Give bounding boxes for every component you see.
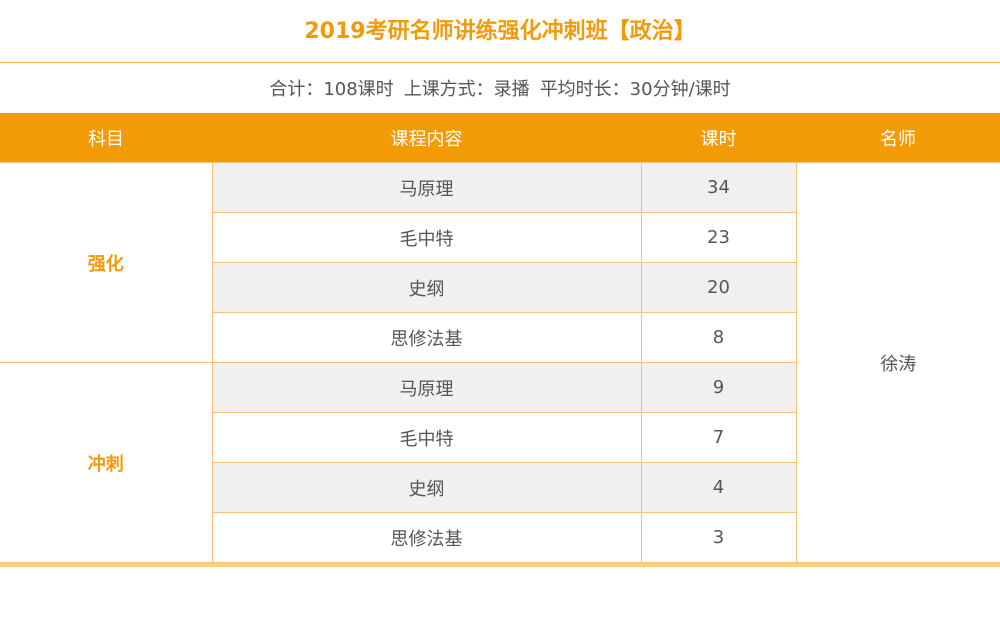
total-hours: 合计：108课时 <box>269 79 394 100</box>
course-cell: 马原理 <box>211 162 642 213</box>
class-mode: 上课方式：录播 <box>403 79 530 100</box>
table-row: 思修法基 8 <box>0 312 1000 363</box>
hours-cell: 20 <box>640 262 797 313</box>
average-duration: 平均时长：30分钟/课时 <box>539 79 731 100</box>
table-row: 冲刺 马原理 9 <box>0 362 1000 563</box>
course-cell: 史纲 <box>211 462 642 513</box>
hours-cell: 7 <box>640 412 797 463</box>
bottom-divider <box>0 563 1000 567</box>
schedule-table: 科目 课程内容 课时 名师 强化 马原理 34 徐涛 毛中特 23 史纲 20 <box>0 113 1000 563</box>
course-cell: 毛中特 <box>211 412 642 463</box>
course-cell: 思修法基 <box>211 312 642 363</box>
hours-cell: 4 <box>640 462 797 513</box>
table-row: 强化 马原理 34 徐涛 <box>0 162 1000 563</box>
hours-cell: 23 <box>640 212 797 263</box>
subject-cell-chongci: 冲刺 <box>0 362 213 563</box>
course-cell: 思修法基 <box>211 512 642 563</box>
hours-cell: 9 <box>640 362 797 413</box>
header-hours: 课时 <box>641 113 796 163</box>
table-row: 毛中特 23 <box>0 212 1000 263</box>
page-title: 2019考研名师讲练强化冲刺班【政治】 <box>0 0 1000 63</box>
course-cell: 马原理 <box>211 362 642 413</box>
course-summary: 合计：108课时 上课方式：录播 平均时长：30分钟/课时 <box>0 63 1000 113</box>
course-cell: 毛中特 <box>211 212 642 263</box>
teacher-cell: 徐涛 <box>795 162 1000 563</box>
table-row: 毛中特 7 <box>0 412 1000 463</box>
table-header-row: 科目 课程内容 课时 名师 <box>0 113 1000 163</box>
header-teacher: 名师 <box>796 113 1000 163</box>
hours-cell: 34 <box>640 162 797 213</box>
subject-cell-qianghua: 强化 <box>0 162 213 363</box>
table-row: 思修法基 3 <box>0 512 1000 563</box>
hours-cell: 3 <box>640 512 797 563</box>
table-row: 史纲 4 <box>0 462 1000 513</box>
header-subject: 科目 <box>0 113 212 163</box>
course-cell: 史纲 <box>211 262 642 313</box>
header-content: 课程内容 <box>212 113 641 163</box>
hours-cell: 8 <box>640 312 797 363</box>
